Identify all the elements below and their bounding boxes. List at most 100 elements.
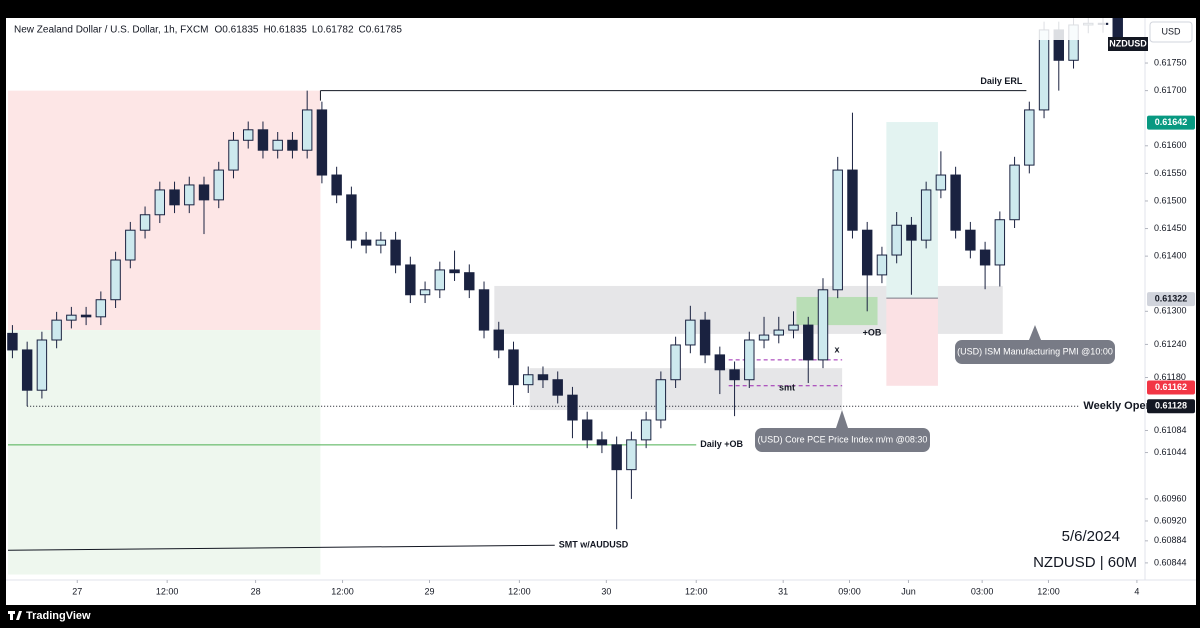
x-tick-label: 31 [778, 586, 788, 596]
annotation: x [834, 344, 839, 354]
candle-body [405, 264, 416, 296]
candle-body [198, 184, 210, 201]
ohlc-label: O0.61835 [215, 25, 259, 36]
candle-body [390, 239, 401, 266]
candle-body [552, 379, 563, 396]
level-line [7, 544, 555, 551]
candle-body [169, 189, 180, 206]
candle-body [523, 374, 534, 386]
x-tick-label: 30 [601, 586, 611, 596]
y-tick-label: 0.60920 [1154, 515, 1187, 525]
level-label: Daily ERL [980, 76, 1023, 86]
candle-body [567, 394, 578, 421]
candle-body [611, 444, 622, 471]
candle-body [154, 189, 166, 216]
candle-body [375, 239, 387, 246]
candle-body [744, 339, 755, 381]
candle-body [66, 314, 77, 321]
symbol-label: NZDUSD [1109, 38, 1147, 48]
candle-body [51, 319, 62, 341]
price-tag [1147, 380, 1195, 395]
brand-logo [8, 611, 22, 620]
date-label: 5/6/2024 [1062, 528, 1120, 545]
event-box [955, 340, 1115, 364]
x-tick-label: 12:00 [685, 586, 708, 596]
y-tick-label: 0.61500 [1154, 195, 1187, 205]
candle-body [110, 259, 121, 301]
candle-body [699, 319, 711, 356]
candle-body [125, 229, 136, 261]
candle-body [243, 129, 254, 141]
candle-body [670, 344, 681, 381]
candle-body [1009, 164, 1020, 221]
candle-body [640, 419, 652, 441]
candle-body [331, 174, 342, 196]
event-pointer [836, 410, 848, 428]
ohlc-label: C0.61785 [359, 25, 403, 36]
y-tick-label: 0.61084 [1154, 425, 1187, 435]
header-bg [6, 18, 1106, 40]
candle-body [626, 439, 637, 471]
x-tick-label: 12:00 [508, 586, 531, 596]
price-tag-label: 0.61322 [1155, 294, 1188, 304]
candle-body [493, 329, 504, 351]
candle-body [935, 174, 947, 191]
candle-body [803, 324, 814, 361]
candle-body [906, 224, 917, 241]
candle-body [596, 439, 608, 446]
x-tick-label: 03:00 [971, 586, 994, 596]
price-tag [1147, 399, 1195, 414]
candle-body [861, 229, 873, 276]
candle-body [228, 139, 239, 171]
candle-body [419, 289, 431, 296]
y-tick-label: 0.61600 [1154, 140, 1187, 150]
candle-body [478, 289, 490, 331]
y-tick-label: 0.61400 [1154, 251, 1187, 261]
candle-body [891, 224, 902, 256]
candle-body [80, 314, 92, 318]
price-tag-label: 0.61642 [1155, 117, 1188, 127]
candle-body [21, 349, 33, 391]
y-tick-label: 0.60844 [1154, 557, 1187, 567]
x-tick-label: 28 [251, 586, 261, 596]
candle-body [449, 269, 460, 274]
y-tick-label: 0.61044 [1154, 447, 1187, 457]
x-tick-label: 12:00 [1037, 586, 1060, 596]
brand: TradingView [26, 610, 91, 622]
candle-body [36, 339, 48, 391]
candle-body [1024, 109, 1035, 166]
candle-body [213, 169, 224, 201]
currency-label[interactable]: USD [1161, 26, 1181, 36]
candle-body [316, 109, 328, 176]
price-tag-label: 0.61162 [1155, 382, 1187, 392]
annotation: +OB [863, 327, 882, 337]
candle-body [272, 139, 283, 151]
currency-button[interactable] [1149, 21, 1193, 43]
candle-body [257, 129, 269, 151]
level-label: Weekly Open [1083, 400, 1152, 412]
candle-body [714, 354, 726, 371]
footer [0, 605, 1200, 628]
chart-label: NZDUSD | 60M [1033, 554, 1137, 571]
annotation: smt [779, 382, 795, 392]
zone [8, 330, 321, 575]
event-label: (USD) ISM Manufacturing PMI @10:00 [957, 346, 1113, 356]
candle-body [920, 189, 932, 241]
chart-title: New Zealand Dollar / U.S. Dollar, 1h, FX… [14, 25, 209, 36]
x-tick-label: 27 [72, 586, 82, 596]
candle-body [301, 109, 313, 151]
y-tick-label: 0.60960 [1154, 493, 1187, 503]
candle-body [847, 169, 858, 231]
price-tag-label: 0.61128 [1155, 401, 1187, 411]
zone [886, 298, 938, 386]
y-tick-label: 0.60884 [1154, 535, 1187, 545]
candle-body [832, 169, 843, 291]
ohlc-label: L0.61782 [312, 25, 354, 36]
y-tick-label: 0.61550 [1154, 168, 1187, 178]
candle-body [685, 319, 696, 346]
x-tick-label: 29 [424, 586, 434, 596]
level-label: SMT w/AUDUSD [559, 540, 629, 550]
x-tick-label: 09:00 [838, 586, 861, 596]
